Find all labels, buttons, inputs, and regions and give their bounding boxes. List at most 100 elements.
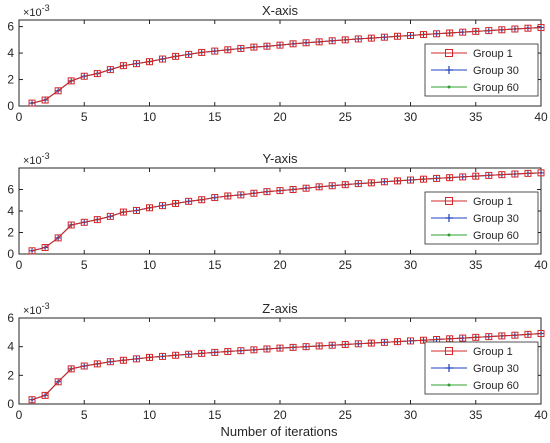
data-point-square: [472, 333, 480, 341]
data-point-square: [302, 184, 310, 192]
legend-marker-square: [445, 197, 453, 205]
data-point-square: [498, 171, 506, 179]
data-point-square: [380, 178, 388, 186]
y-tick-label: 0: [7, 247, 14, 261]
legend-marker-dot: [447, 383, 451, 387]
data-point-square: [341, 181, 349, 189]
legend-entry-label: Group 30: [473, 213, 519, 225]
data-point-square: [172, 199, 180, 207]
data-point-square: [80, 362, 88, 370]
data-point-square: [224, 192, 232, 200]
x-tick-label: 10: [143, 258, 157, 272]
data-point-square: [354, 35, 362, 43]
x-tick-label: 20: [273, 110, 287, 124]
data-point-square: [302, 39, 310, 47]
x-tick-label: 5: [81, 408, 88, 422]
legend-entry-label: Group 1: [473, 346, 513, 358]
legend-entry-label: Group 1: [473, 196, 513, 208]
data-point-square: [119, 356, 127, 364]
data-point-square: [446, 29, 454, 37]
data-point-square: [420, 31, 428, 39]
x-tick-label: 10: [143, 110, 157, 124]
x-tick-label: 20: [273, 408, 287, 422]
data-point-square: [367, 34, 375, 42]
data-point-square: [328, 37, 336, 45]
data-point-square: [159, 352, 167, 360]
data-point-square: [276, 344, 284, 352]
x-tick-label: 5: [81, 258, 88, 272]
data-point-square: [263, 345, 271, 353]
x-tick-label: 40: [534, 110, 548, 124]
x-tick-label: 0: [16, 110, 23, 124]
data-point-square: [341, 341, 349, 349]
data-point-square: [198, 48, 206, 56]
data-point-square: [185, 50, 193, 58]
data-point-square: [472, 172, 480, 180]
y-tick-label: 6: [7, 20, 14, 34]
data-point-square: [54, 234, 62, 242]
data-point-square: [524, 169, 532, 177]
data-point-square: [198, 196, 206, 204]
y-exponent-label: ×10-3: [23, 3, 50, 19]
data-point-square: [315, 342, 323, 350]
y-tick-label: 6: [7, 183, 14, 197]
x-tick-label: 30: [404, 110, 418, 124]
data-point-square: [132, 60, 140, 68]
data-point-square: [132, 206, 140, 214]
data-point-square: [393, 338, 401, 346]
data-point-square: [54, 87, 62, 95]
data-point-square: [407, 337, 414, 345]
x-tick-label: 35: [469, 258, 483, 272]
legend-marker-plus: [445, 66, 453, 74]
y-tick-label: 0: [7, 397, 14, 411]
data-point-square: [119, 62, 127, 70]
data-point-square: [93, 216, 101, 224]
data-point-square: [80, 218, 88, 226]
data-point-square: [511, 170, 519, 178]
data-point-square: [302, 343, 310, 351]
data-point-square: [433, 174, 441, 182]
x-tick-label: 15: [208, 110, 222, 124]
data-point-square: [41, 244, 49, 252]
x-tick-label: 40: [534, 408, 548, 422]
x-tick-label: 0: [16, 258, 23, 272]
y-tick-label: 4: [7, 204, 14, 218]
data-point-square: [315, 38, 323, 46]
x-tick-label: 30: [404, 408, 418, 422]
data-point-square: [211, 348, 219, 356]
data-point-square: [67, 77, 75, 85]
y-tick-label: 2: [7, 368, 14, 382]
data-point-square: [41, 96, 49, 104]
data-point-square: [250, 346, 258, 354]
data-point-square: [289, 186, 297, 193]
data-point-square: [132, 355, 140, 363]
data-point-square: [146, 58, 153, 66]
x-tick-label: 15: [208, 258, 222, 272]
x-tick-label: 40: [534, 258, 548, 272]
data-point-square: [237, 191, 245, 199]
data-point-square: [106, 358, 114, 366]
data-point-square: [211, 47, 219, 55]
data-point-square: [263, 188, 271, 196]
y-tick-label: 6: [7, 311, 14, 325]
x-tick-label: 15: [208, 408, 222, 422]
x-tick-label: 35: [469, 110, 483, 124]
x-tick-label: 20: [273, 258, 287, 272]
y-exponent-label: ×10-3: [23, 151, 50, 167]
legend-entry-label: Group 30: [473, 65, 519, 77]
data-point-square: [276, 41, 284, 49]
data-point-square: [420, 175, 428, 183]
x-tick-label: 30: [404, 258, 418, 272]
data-point-square: [524, 330, 532, 338]
legend-entry-label: Group 1: [473, 48, 513, 60]
data-point-square: [67, 221, 75, 229]
data-point-square: [172, 52, 180, 60]
data-point-square: [41, 391, 49, 399]
legend-marker-plus: [445, 214, 453, 222]
data-point-square: [537, 169, 545, 177]
data-point-square: [159, 55, 167, 63]
legend-marker-square: [445, 49, 453, 57]
data-point-square: [237, 347, 245, 355]
legend-entry-label: Group 30: [473, 363, 519, 375]
